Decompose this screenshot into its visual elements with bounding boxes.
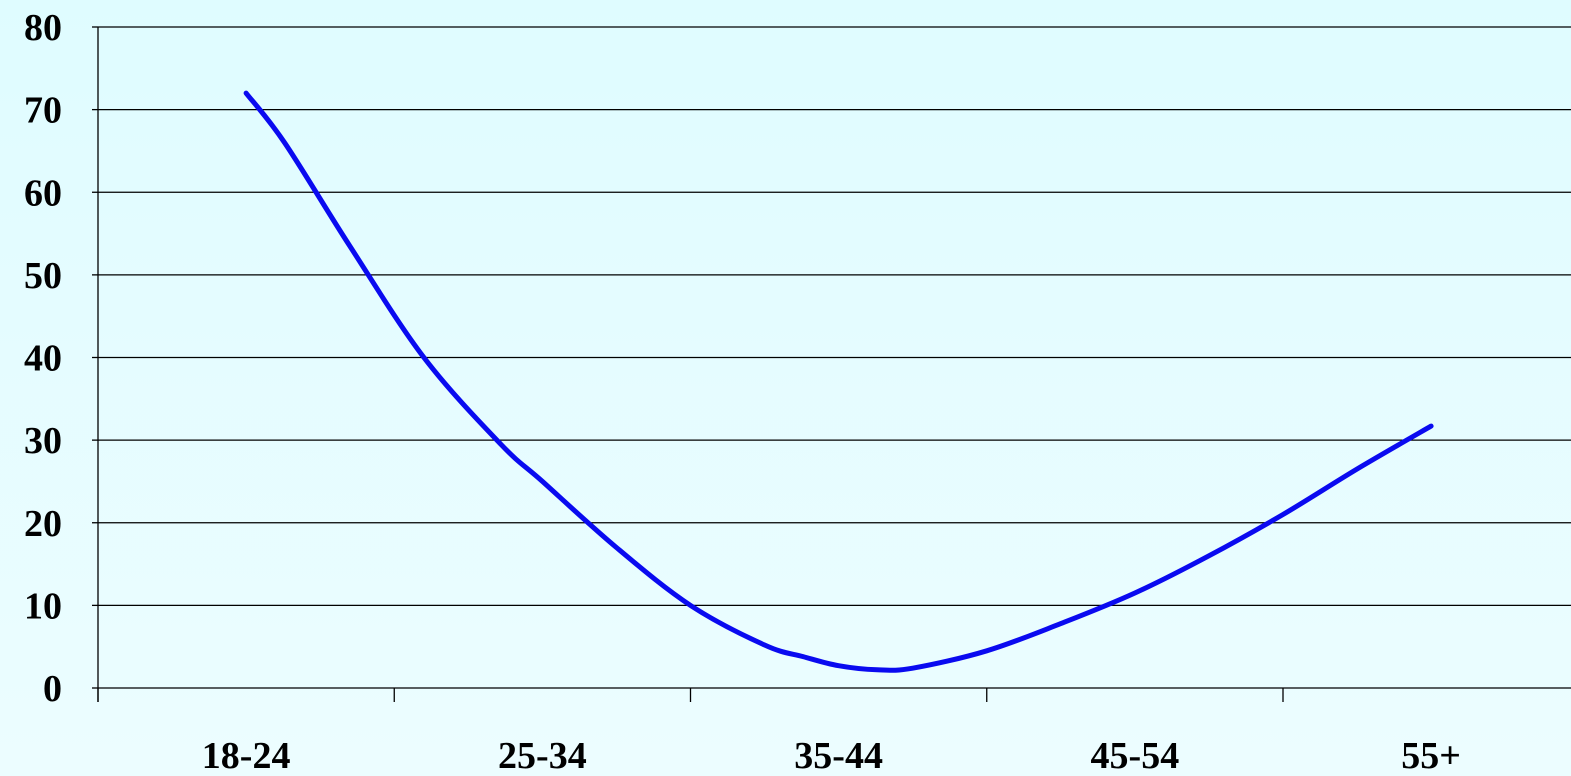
x-axis-tick-labels: 18-24 25-34 35-44 45-54 55+	[202, 735, 1461, 776]
y-tick-label: 80	[24, 7, 62, 49]
y-tick-label: 60	[24, 172, 62, 214]
data-series	[243, 90, 1434, 673]
y-axis-tick-labels: 0 10 20 30 40 50 60 70 80	[24, 7, 62, 710]
x-tick-label: 18-24	[202, 735, 291, 776]
y-tick-label: 50	[24, 255, 62, 297]
gridlines	[98, 26, 1571, 689]
x-tick-label: 45-54	[1091, 735, 1180, 776]
y-tick-label: 30	[24, 420, 62, 462]
y-tick-label: 70	[24, 90, 62, 132]
y-tick-label: 20	[24, 503, 62, 545]
x-tick-label: 35-44	[794, 735, 883, 776]
y-tick-label: 10	[24, 585, 62, 627]
axes	[92, 26, 1284, 702]
y-tick-label: 40	[24, 338, 62, 380]
x-tick-label: 55+	[1401, 735, 1461, 776]
y-tick-label: 0	[43, 668, 62, 710]
x-tick-label: 25-34	[498, 735, 587, 776]
series-line-0	[243, 90, 1434, 673]
